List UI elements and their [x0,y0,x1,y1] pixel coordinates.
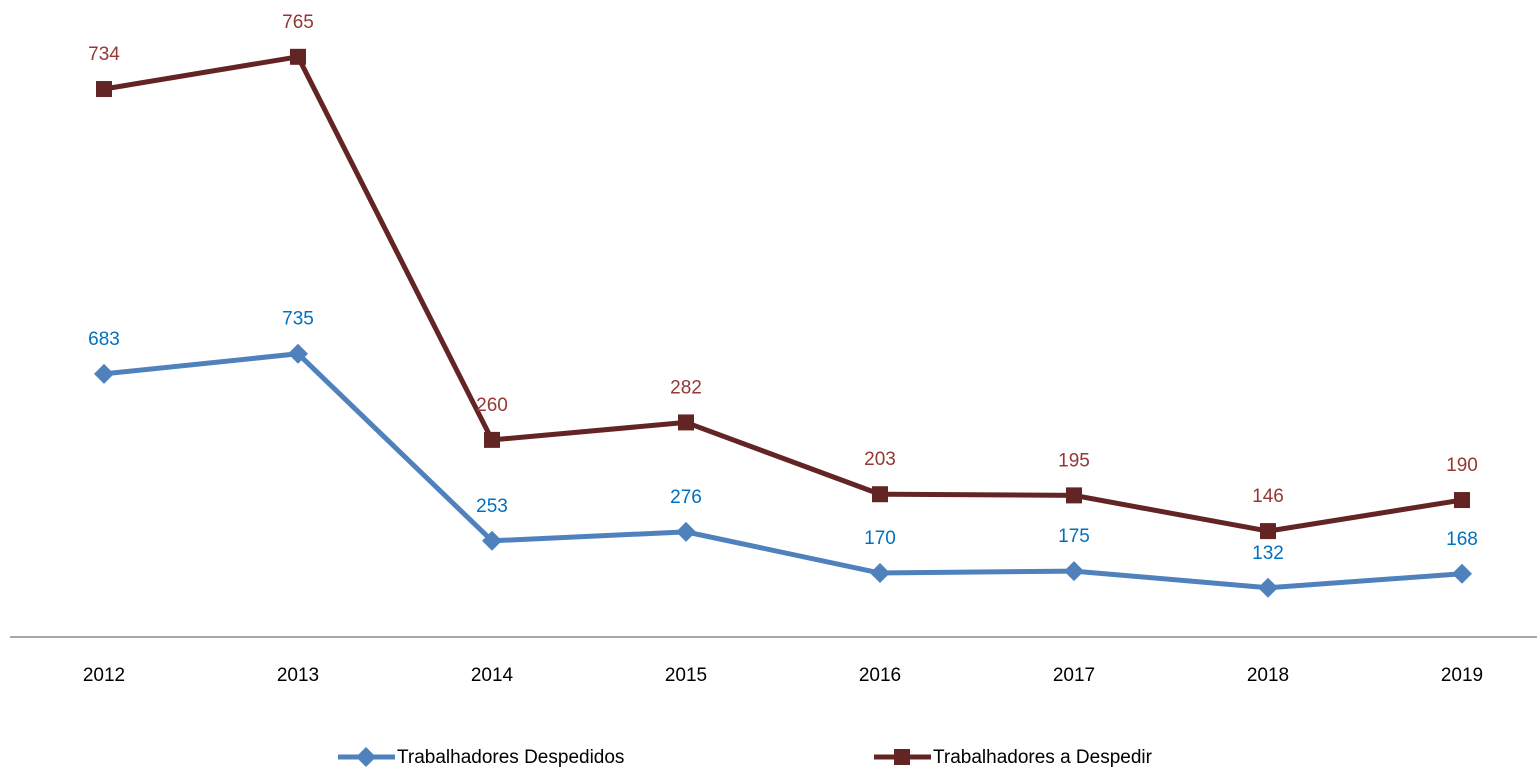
data-point [678,414,694,431]
data-label: 203 [864,449,896,470]
data-point [482,530,502,551]
series-line [103,351,1463,591]
data-label: 170 [864,528,896,549]
data-label: 282 [670,377,702,398]
data-point [1454,492,1470,509]
data-label: 734 [88,44,120,65]
data-point [94,363,114,384]
x-tick-label: 2016 [859,665,901,686]
data-label: 168 [1446,529,1478,550]
data-label: 146 [1252,486,1284,507]
data-label: 276 [670,487,702,508]
x-tick-label: 2018 [1247,665,1289,686]
x-tick-label: 2017 [1053,665,1095,686]
data-point [872,486,888,503]
x-tick-label: 2013 [277,665,319,686]
x-tick-label: 2012 [83,665,125,686]
data-label: 195 [1058,450,1090,471]
data-label: 765 [282,12,314,33]
data-label: 683 [88,329,120,350]
legend-marker [894,749,910,765]
legend-label: Trabalhadores a Despedir [933,747,1153,768]
data-point [870,563,890,584]
data-label: 175 [1058,526,1090,547]
data-point [484,431,500,448]
data-point [288,343,308,364]
data-point [1258,577,1278,598]
data-label: 735 [282,309,314,330]
data-label: 190 [1446,455,1478,476]
x-tick-label: 2015 [665,665,707,686]
data-point [1452,563,1472,584]
data-point [1064,561,1084,582]
data-point [290,48,306,65]
data-label: 260 [476,395,508,416]
data-point [96,81,112,98]
series-line [103,54,1463,534]
legend-label: Trabalhadores Despedidos [397,747,624,768]
data-point [1260,523,1276,540]
data-point [676,521,696,542]
x-tick-label: 2014 [471,665,514,686]
data-point [1066,487,1082,504]
x-tick-label: 2019 [1441,665,1483,686]
data-label: 132 [1252,543,1284,564]
legend-marker [356,747,376,767]
data-label: 253 [476,496,508,517]
